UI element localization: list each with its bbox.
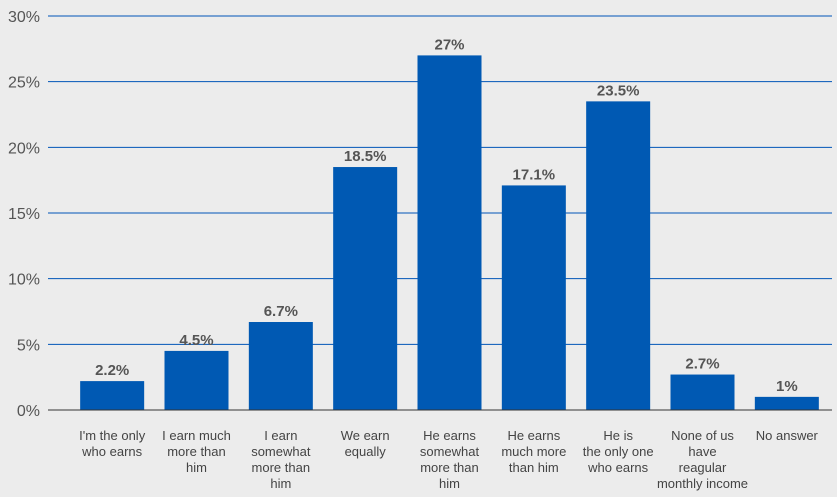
category-label: None of us have reagular monthly income — [657, 428, 748, 491]
bar — [333, 167, 398, 410]
y-axis-tick-labels: 0% 5% 10% 15% 20% 25% 30% — [8, 9, 40, 420]
category-label: We earn equally — [341, 428, 390, 459]
category-label-line: I earn much — [162, 428, 231, 443]
bar — [417, 55, 482, 411]
category-label-line: I earn — [264, 428, 297, 443]
category-label-line: I'm the only — [79, 428, 146, 443]
bar — [248, 322, 313, 410]
category-label: No answer — [756, 428, 819, 443]
data-label: 1% — [776, 378, 798, 395]
category-label: He earns somewhat more than him — [420, 428, 480, 491]
category-label-line: more than — [167, 444, 226, 459]
data-label: 23.5% — [597, 82, 640, 99]
bars — [80, 55, 819, 411]
category-label-line: We earn — [341, 428, 390, 443]
category-label: He is the only one who earns — [583, 428, 654, 475]
category-label: I earn somewhat more than him — [251, 428, 311, 491]
category-label-line: have — [688, 444, 716, 459]
category-label-line: him — [270, 476, 291, 491]
bar — [80, 381, 145, 410]
category-label-line: No answer — [756, 428, 819, 443]
bar — [586, 101, 651, 410]
y-tick-label: 25% — [8, 75, 40, 92]
data-label: 6.7% — [264, 303, 298, 320]
bar — [501, 185, 566, 410]
category-label-line: than him — [509, 460, 559, 475]
category-label-line: who earns — [81, 444, 142, 459]
category-label-line: more than — [252, 460, 311, 475]
category-label-line: him — [186, 460, 207, 475]
category-label-line: somewhat — [251, 444, 311, 459]
y-tick-label: 30% — [8, 9, 40, 26]
data-label: 27% — [434, 36, 464, 53]
y-tick-label: 15% — [8, 206, 40, 223]
data-labels: 2.2% 4.5% 6.7% 18.5% 27% 17.1% 23.5% 2.7% 1% — [95, 36, 798, 394]
category-label-line: He is — [603, 428, 633, 443]
bar — [670, 374, 735, 410]
category-label-line: None of us — [671, 428, 734, 443]
category-label-line: somewhat — [420, 444, 480, 459]
data-label: 18.5% — [344, 148, 387, 165]
y-tick-label: 10% — [8, 272, 40, 289]
data-label: 4.5% — [179, 332, 213, 349]
data-label: 2.7% — [685, 356, 719, 373]
category-label: I earn much more than him — [162, 428, 231, 475]
category-label-line: who earns — [587, 460, 648, 475]
y-tick-label: 20% — [8, 140, 40, 157]
data-label: 17.1% — [513, 166, 556, 183]
category-label-line: He earns — [507, 428, 560, 443]
y-tick-label: 5% — [17, 337, 40, 354]
category-label-line: more than — [420, 460, 479, 475]
category-label-line: much more — [501, 444, 566, 459]
data-label: 2.2% — [95, 362, 129, 379]
category-label-line: monthly income — [657, 476, 748, 491]
bar — [754, 396, 819, 410]
category-label: He earns much more than him — [501, 428, 566, 475]
category-label-line: He earns — [423, 428, 476, 443]
category-label-line: the only one — [583, 444, 654, 459]
category-label-line: reagular — [679, 460, 727, 475]
category-label-line: equally — [345, 444, 387, 459]
bar — [164, 350, 229, 410]
y-tick-label: 0% — [17, 403, 40, 420]
category-label: I'm the only who earns — [79, 428, 146, 459]
category-label-line: him — [439, 476, 460, 491]
